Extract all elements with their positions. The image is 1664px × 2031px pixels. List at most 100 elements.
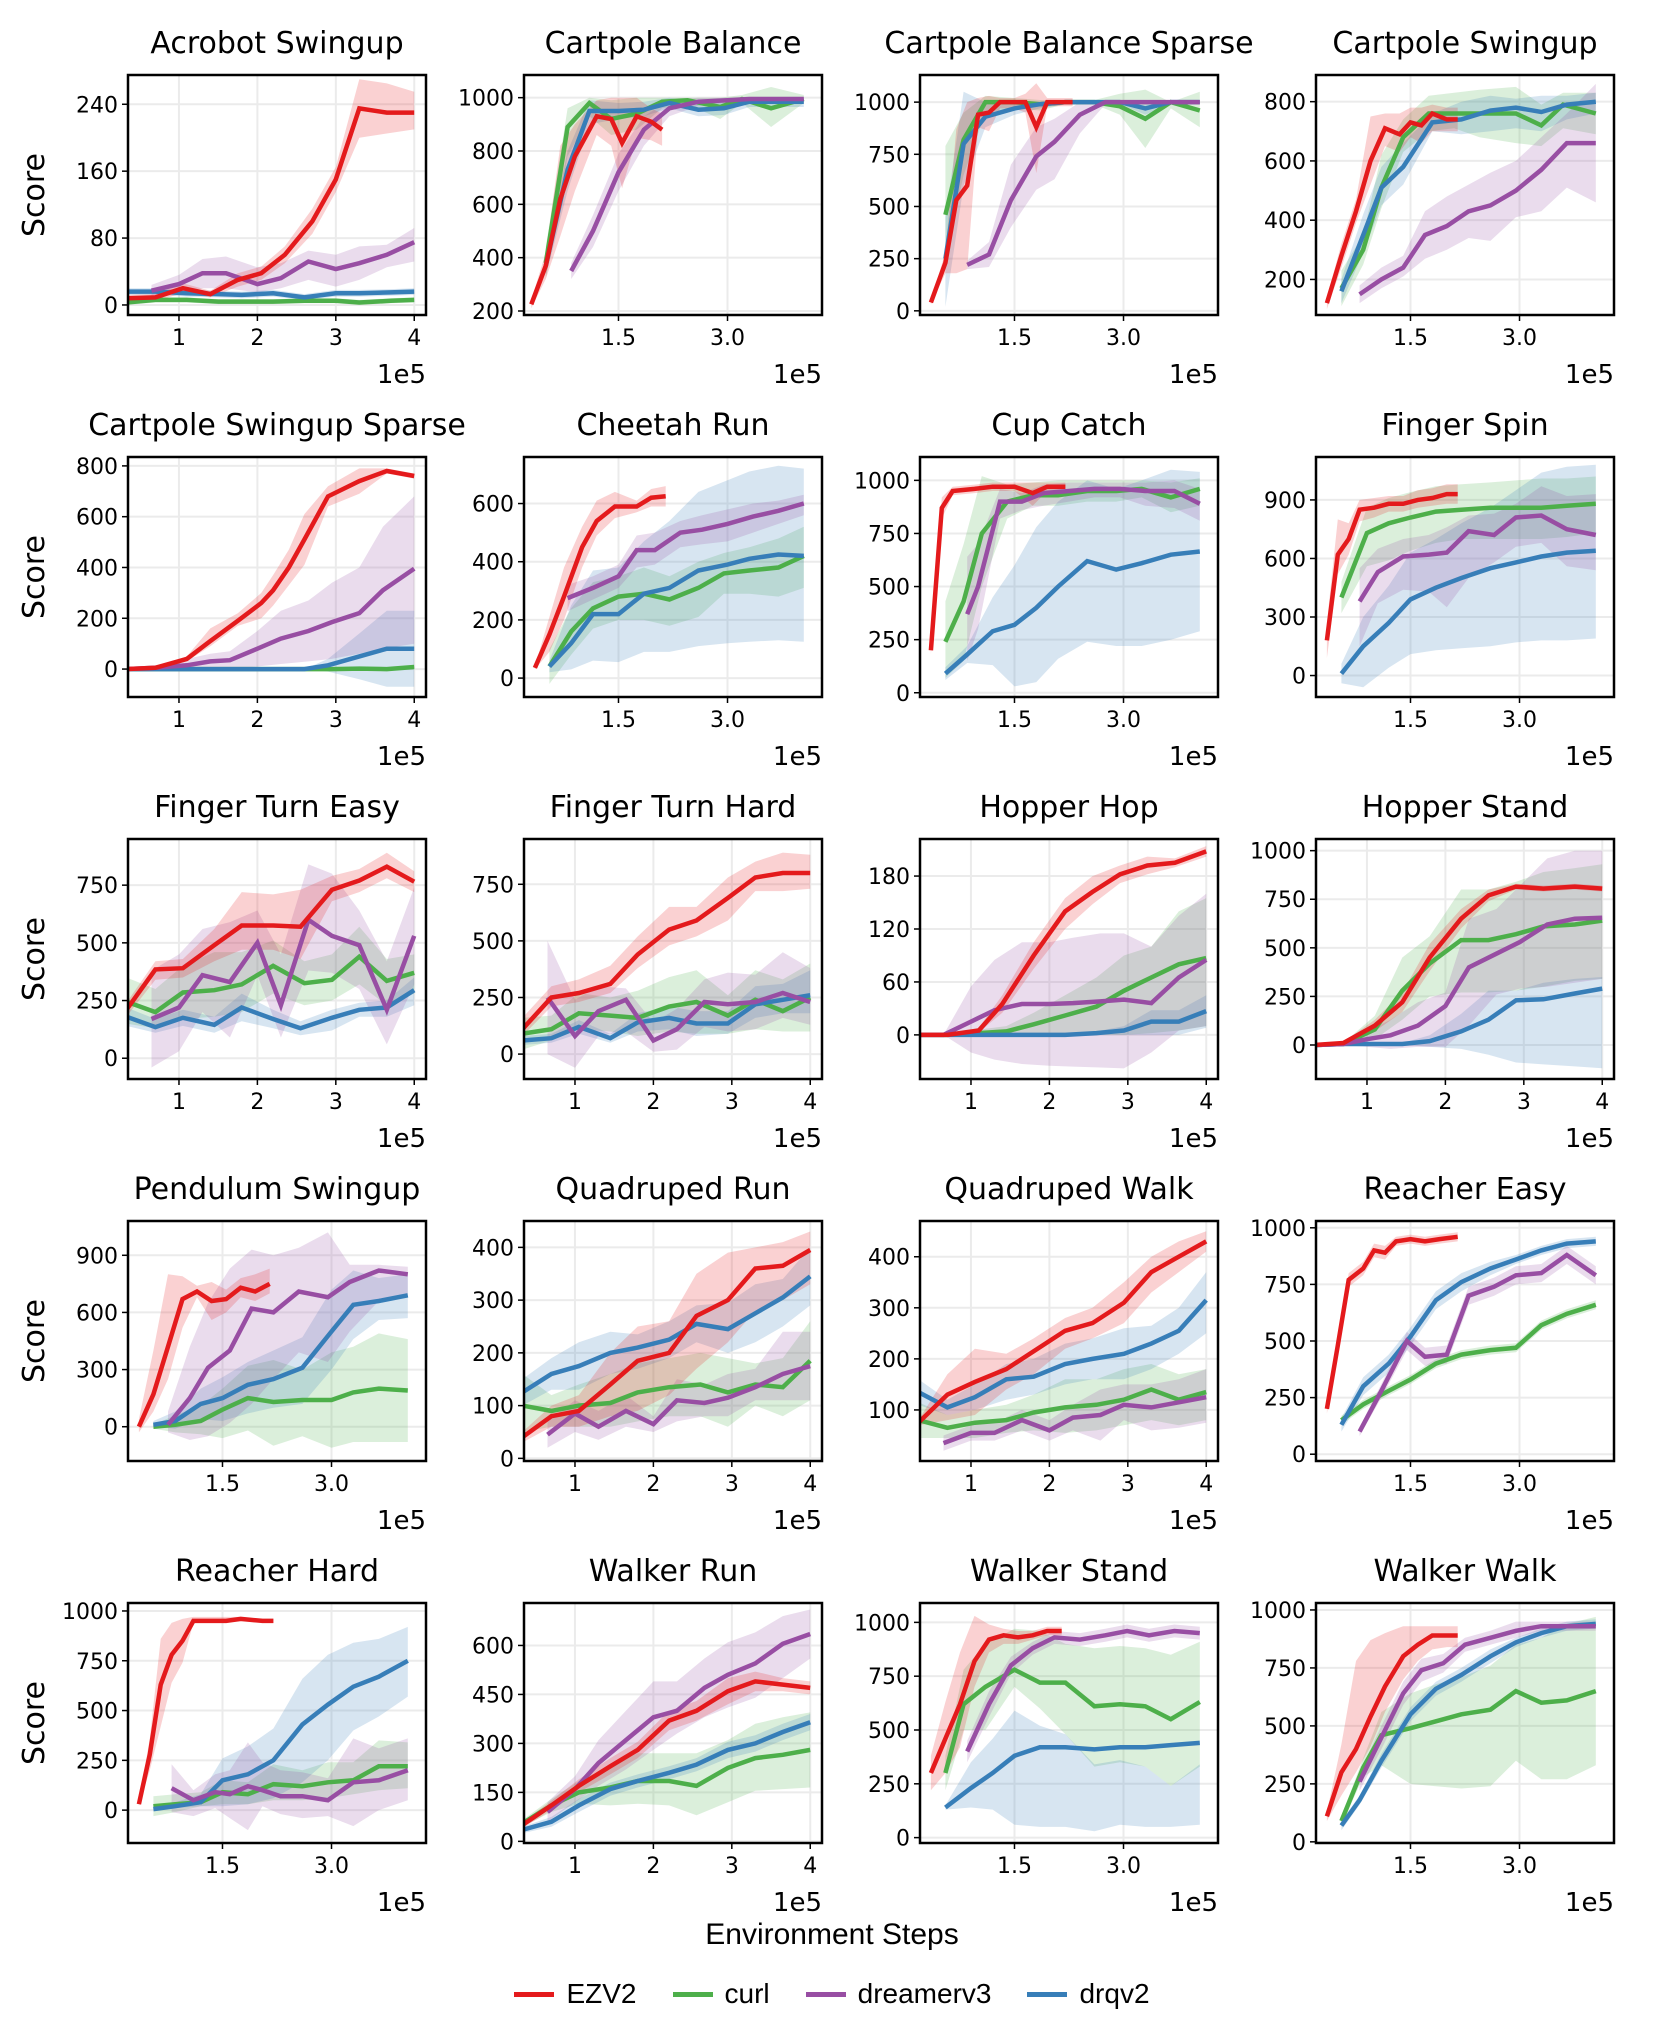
line-ezv2 xyxy=(920,849,1207,1038)
band-ezv2 xyxy=(930,1615,1062,1791)
x-tick-label: 3.0 xyxy=(1502,1854,1537,1879)
y-tick-label: 0 xyxy=(104,1416,118,1441)
x-offset-label: 1e5 xyxy=(377,360,426,390)
line-dreamerv3 xyxy=(545,990,811,1044)
chart-svg: Quadruped Run 1 2 3 4 0 100 200 300 400 1e5 xyxy=(472,1172,824,1536)
x-tick-label: 3 xyxy=(1121,1472,1135,1497)
x-tick-label: 3.0 xyxy=(1106,1854,1141,1879)
line-dreamerv3 xyxy=(942,1394,1207,1446)
line-drqv2 xyxy=(547,552,804,669)
line-drqv2 xyxy=(1339,1621,1596,1827)
y-tick-label: 1000 xyxy=(1250,840,1306,865)
line-dreamerv3 xyxy=(150,240,416,293)
x-tick-label: 3 xyxy=(1121,1090,1135,1115)
line-ezv2 xyxy=(524,870,811,1031)
chart-title: Cheetah Run xyxy=(576,408,769,443)
line-dreamerv3 xyxy=(546,1363,811,1437)
line-dreamerv3 xyxy=(1357,1623,1596,1783)
band-dreamerv3 xyxy=(967,100,1200,270)
y-axis-label: Score xyxy=(17,917,52,1001)
x-tick-label: 1.5 xyxy=(601,708,636,733)
line-drqv2 xyxy=(524,1720,811,1832)
y-tick-label: 0 xyxy=(896,682,910,707)
band-drqv2 xyxy=(524,1247,811,1405)
chart-grid: Acrobot Swingup Score 1 2 3 4 0 80 160 240 1e5 Cart… xyxy=(17,26,1616,1918)
y-tick-label: 250 xyxy=(1264,985,1306,1010)
x-tick-label: 3.0 xyxy=(314,1472,349,1497)
line-drqv2 xyxy=(1339,99,1597,293)
chart-title: Finger Spin xyxy=(1381,408,1548,443)
chart-panel-walker-stand: Walker Stand 1.5 3.0 0 250 500 750 1000 1e5 xyxy=(792,1528,1220,1918)
y-tick-label: 750 xyxy=(1264,1657,1306,1682)
x-tick-label: 2 xyxy=(1438,1090,1452,1115)
y-tick-label: 500 xyxy=(1264,1715,1306,1740)
x-tick-label: 2 xyxy=(646,1090,660,1115)
y-tick-label: 900 xyxy=(76,1244,118,1269)
x-tick-label: 1 xyxy=(964,1090,978,1115)
y-tick-label: 80 xyxy=(90,227,118,252)
chart-svg: Quadruped Walk 1 2 3 4 100 200 300 400 1e5 xyxy=(868,1172,1220,1536)
line-ezv2 xyxy=(136,1281,271,1428)
chart-title: Finger Turn Hard xyxy=(550,790,797,825)
chart-panel-cup-catch: Cup Catch 1.5 3.0 0 250 500 750 1000 1e5 xyxy=(792,382,1220,772)
line-ezv2 xyxy=(928,99,1073,304)
y-tick-label: 400 xyxy=(868,1246,910,1271)
line-curl xyxy=(524,1359,812,1414)
band-ezv2 xyxy=(1326,104,1458,310)
band-ezv2 xyxy=(534,486,666,670)
plot-frame xyxy=(1314,1601,1616,1845)
line-dreamerv3 xyxy=(170,1768,409,1803)
chart-title: Walker Stand xyxy=(970,1554,1168,1589)
line-curl xyxy=(128,297,415,305)
y-tick-label: 500 xyxy=(868,195,910,220)
line-dreamerv3 xyxy=(966,99,1200,267)
y-tick-label: 500 xyxy=(868,1719,910,1744)
chart-panel-reacher-easy: Reacher Easy 1.5 3.0 0 250 500 750 1000 1e5 xyxy=(1188,1146,1616,1536)
chart-svg: Finger Turn Hard 1 2 3 4 0 250 500 750 1e5 xyxy=(472,790,824,1154)
legend-swatch-drqv2 xyxy=(1027,1991,1068,1997)
x-offset-label: 1e5 xyxy=(1565,742,1614,772)
y-tick-label: 250 xyxy=(868,1773,910,1798)
line-dreamerv3 xyxy=(1316,915,1603,1048)
line-curl xyxy=(547,553,805,668)
band-dreamerv3 xyxy=(967,1624,1200,1763)
y-tick-label: 250 xyxy=(76,990,118,1015)
line-dreamerv3 xyxy=(546,1631,811,1814)
line-ezv2 xyxy=(1324,491,1458,641)
line-curl xyxy=(524,1747,811,1826)
x-offset-label: 1e5 xyxy=(377,742,426,772)
x-offset-label: 1e5 xyxy=(1169,742,1218,772)
plot-frame xyxy=(918,1219,1220,1463)
y-tick-label: 800 xyxy=(76,455,118,480)
band-drqv2 xyxy=(1341,92,1596,304)
chart-svg: Reacher Easy 1.5 3.0 0 250 500 750 1000 1e5 xyxy=(1250,1172,1616,1536)
line-curl xyxy=(153,1386,408,1429)
band-dreamerv3 xyxy=(967,480,1200,661)
y-tick-label: 300 xyxy=(76,1359,118,1384)
line-dreamerv3 xyxy=(965,486,1201,616)
chart-svg: Cartpole Balance 1.5 3.0 200 400 600 800 1000 1e… xyxy=(458,26,824,390)
chart-svg: Hopper Hop 1 2 3 4 0 60 120 180 1e5 xyxy=(868,790,1220,1154)
y-tick-label: 200 xyxy=(472,1342,514,1367)
y-tick-label: 240 xyxy=(76,93,118,118)
plot-frame xyxy=(522,73,824,317)
y-tick-label: 600 xyxy=(472,193,514,218)
band-dreamerv3 xyxy=(1359,486,1596,647)
y-tick-label: 0 xyxy=(500,1043,514,1068)
legend-label-ezv2: EZV2 xyxy=(566,1978,637,2009)
y-tick-label: 1000 xyxy=(854,1611,910,1636)
band-ezv2 xyxy=(930,482,1066,655)
x-tick-label: 3 xyxy=(329,326,343,351)
chart-title: Quadruped Walk xyxy=(944,1172,1194,1207)
band-drqv2 xyxy=(549,465,804,673)
x-offset-label: 1e5 xyxy=(1565,1888,1614,1918)
line-ezv2 xyxy=(128,468,415,672)
y-tick-label: 0 xyxy=(1292,665,1306,690)
chart-title: Pendulum Swingup xyxy=(134,1172,421,1207)
x-offset-label: 1e5 xyxy=(1565,1506,1614,1536)
y-tick-label: 600 xyxy=(1264,547,1306,572)
x-tick-label: 1 xyxy=(964,1472,978,1497)
y-tick-label: 500 xyxy=(76,932,118,957)
y-tick-label: 750 xyxy=(472,873,514,898)
x-tick-label: 3 xyxy=(329,708,343,733)
